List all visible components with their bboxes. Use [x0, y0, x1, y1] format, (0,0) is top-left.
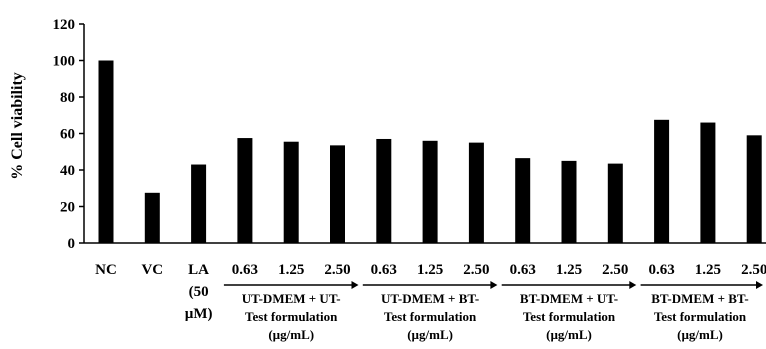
y-axis-label: % Cell viability: [9, 72, 26, 180]
group-label-line: UT-DMEM + UT-: [242, 291, 341, 306]
group-label-line: (µg/mL): [268, 327, 314, 342]
group-label-line: Test formulation: [384, 309, 477, 324]
bar: [191, 164, 207, 243]
x-tick-label: 2.50: [324, 262, 350, 278]
bar: [144, 192, 160, 243]
arrow-head-icon: [351, 281, 359, 289]
y-tick-label: 0: [68, 236, 76, 252]
group-label-line: UT-DMEM + BT-: [381, 291, 479, 306]
x-tick-label: 2.50: [741, 262, 766, 278]
group-label-line: BT-DMEM + BT-: [651, 291, 748, 306]
y-tick-label: 80: [60, 90, 75, 106]
group-label-line: (µg/mL): [407, 327, 453, 342]
x-tick-label: 0.63: [648, 262, 674, 278]
x-tick-label: 0.63: [371, 262, 397, 278]
x-tick-label: LA: [188, 262, 209, 278]
group-label-line: Test formulation: [245, 309, 338, 324]
bar: [561, 160, 577, 243]
x-tick-label: µM): [185, 306, 213, 322]
group-label-line: (µg/mL): [677, 327, 723, 342]
bar: [330, 145, 345, 243]
arrow-head-icon: [490, 281, 498, 289]
group-3: BT-DMEM + UT- Test formulation (µg/mL): [501, 281, 637, 342]
y-tick-label: 20: [60, 200, 75, 216]
y-tick-label: 120: [53, 17, 76, 33]
bar: [283, 141, 299, 243]
y-tick-label: 40: [60, 163, 75, 179]
x-tick-label: 2.50: [463, 262, 489, 278]
bar: [515, 158, 531, 243]
arrow-head-icon: [756, 281, 763, 289]
x-tick-label: NC: [95, 262, 117, 278]
x-tick-label: 1.25: [278, 262, 304, 278]
x-axis-category-labels: NC VC LA (50 µM) 0.63 1.25 2.50 0.63 1.25 2.50 0.63…: [95, 262, 766, 322]
x-tick-label: (50: [189, 284, 209, 300]
x-tick-label: VC: [141, 262, 163, 278]
bar: [98, 60, 114, 243]
bar: [607, 163, 623, 243]
y-tick-label: 60: [60, 127, 75, 143]
group-2: UT-DMEM + BT- Test formulation (µg/mL): [362, 281, 498, 342]
x-tick-label: 2.50: [602, 262, 628, 278]
x-tick-label: 0.63: [510, 262, 536, 278]
group-label-line: BT-DMEM + UT-: [520, 291, 618, 306]
y-axis-ticks: 0 20 40 60 80 100 120: [53, 17, 84, 252]
group-label-line: Test formulation: [654, 309, 747, 324]
group-4: BT-DMEM + BT- Test formulation (µg/mL): [640, 281, 763, 342]
arrow-head-icon: [629, 281, 637, 289]
bar: [376, 138, 392, 243]
y-tick-label: 100: [53, 54, 76, 70]
group-label-line: (µg/mL): [546, 327, 592, 342]
bar: [654, 119, 670, 243]
group-1: UT-DMEM + UT- Test formulation (µg/mL): [223, 281, 359, 342]
x-tick-label: 1.25: [556, 262, 582, 278]
concentration-groups: UT-DMEM + UT-Test formulation(µg/mL)UT-D…: [223, 281, 763, 342]
bar: [468, 142, 484, 243]
bar: [746, 135, 762, 243]
group-label-line: Test formulation: [523, 309, 616, 324]
x-tick-label: 1.25: [417, 262, 443, 278]
x-tick-label: 1.25: [695, 262, 721, 278]
bar: [422, 140, 438, 243]
bar: [700, 122, 716, 243]
bar: [237, 138, 253, 243]
bars: [98, 60, 762, 243]
x-tick-label: 0.63: [232, 262, 258, 278]
